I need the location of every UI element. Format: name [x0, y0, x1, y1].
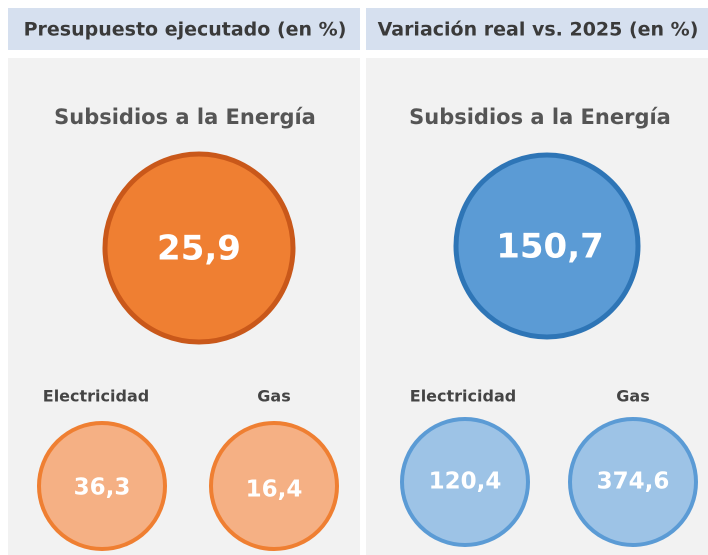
- item-value: 36,3: [74, 475, 131, 501]
- item-label: Electricidad: [43, 387, 149, 406]
- panel-title: Subsidios a la Energía: [409, 105, 671, 129]
- header-bar: [8, 8, 360, 50]
- main-circle: [453, 152, 641, 340]
- header-bar: [366, 8, 708, 50]
- item-value: 374,6: [597, 469, 670, 495]
- main-value: 150,7: [496, 227, 604, 267]
- main-value: 25,9: [157, 229, 241, 269]
- panel-header: Variación real vs. 2025 (en %): [378, 19, 699, 41]
- panel-header: Presupuesto ejecutado (en %): [24, 19, 347, 41]
- panel-title: Subsidios a la Energía: [54, 105, 316, 129]
- item-circle: [37, 421, 167, 551]
- item-label: Electricidad: [410, 387, 516, 406]
- item-circle: [209, 421, 339, 551]
- main-circle: [102, 151, 296, 345]
- item-label: Gas: [257, 387, 290, 406]
- item-value: 16,4: [246, 477, 303, 503]
- item-value: 120,4: [429, 469, 502, 495]
- item-label: Gas: [616, 387, 649, 406]
- item-circle: [568, 417, 698, 547]
- item-circle: [400, 417, 530, 547]
